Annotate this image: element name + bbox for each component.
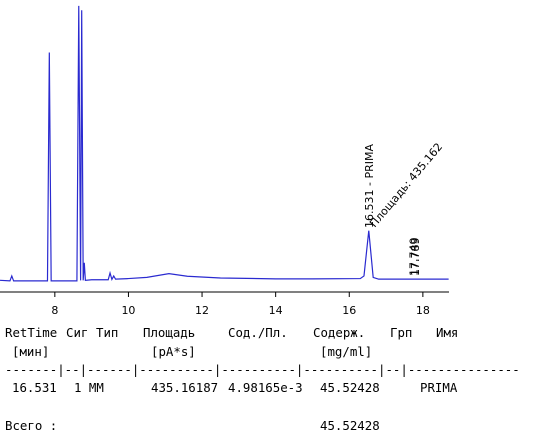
annotation: 17.789 — [409, 238, 422, 277]
signal — [0, 5, 449, 282]
x-tick-label: 8 — [51, 304, 58, 317]
x-tick-label: 12 — [195, 304, 209, 317]
x-tick-label: 14 — [269, 304, 283, 317]
col-header: Сод./Пл. — [228, 325, 288, 340]
cell: 45.52428 — [320, 380, 380, 395]
col-header: Грп — [390, 325, 412, 340]
cell: 435.16187 — [151, 380, 218, 395]
report: RetTime Сиг Тип Площадь Сод./Пл. Содерж.… — [5, 325, 520, 433]
col-header: Сиг — [66, 325, 88, 340]
cell: 4.98165e-3 — [228, 380, 303, 395]
unit: [mg/ml] — [320, 344, 372, 359]
x-tick-label: 18 — [416, 304, 430, 317]
x-tick-label: 10 — [121, 304, 135, 317]
unit: [мин] — [12, 344, 49, 359]
col-header: RetTime — [5, 325, 57, 340]
x-tick-label: 16 — [342, 304, 356, 317]
col-header: Тип — [96, 325, 118, 340]
col-header: Площадь — [143, 325, 195, 340]
cell: 16.531 — [12, 380, 57, 395]
annotation: 16.531 - PRIMA — [363, 144, 376, 228]
separator: -------|--|------|----------|----------|… — [5, 362, 520, 377]
cell: PRIMA — [420, 380, 458, 395]
annotation: 17.749 — [408, 238, 421, 277]
col-header: Имя — [436, 325, 458, 340]
unit: [pA*s] — [151, 344, 196, 359]
col-header: Содерж. — [313, 325, 365, 340]
cell: 1 MM — [74, 380, 104, 395]
total-label: Всего : — [5, 418, 57, 433]
total: 45.52428 — [320, 418, 380, 433]
annotation: Площадь: 435.162 — [367, 140, 445, 229]
